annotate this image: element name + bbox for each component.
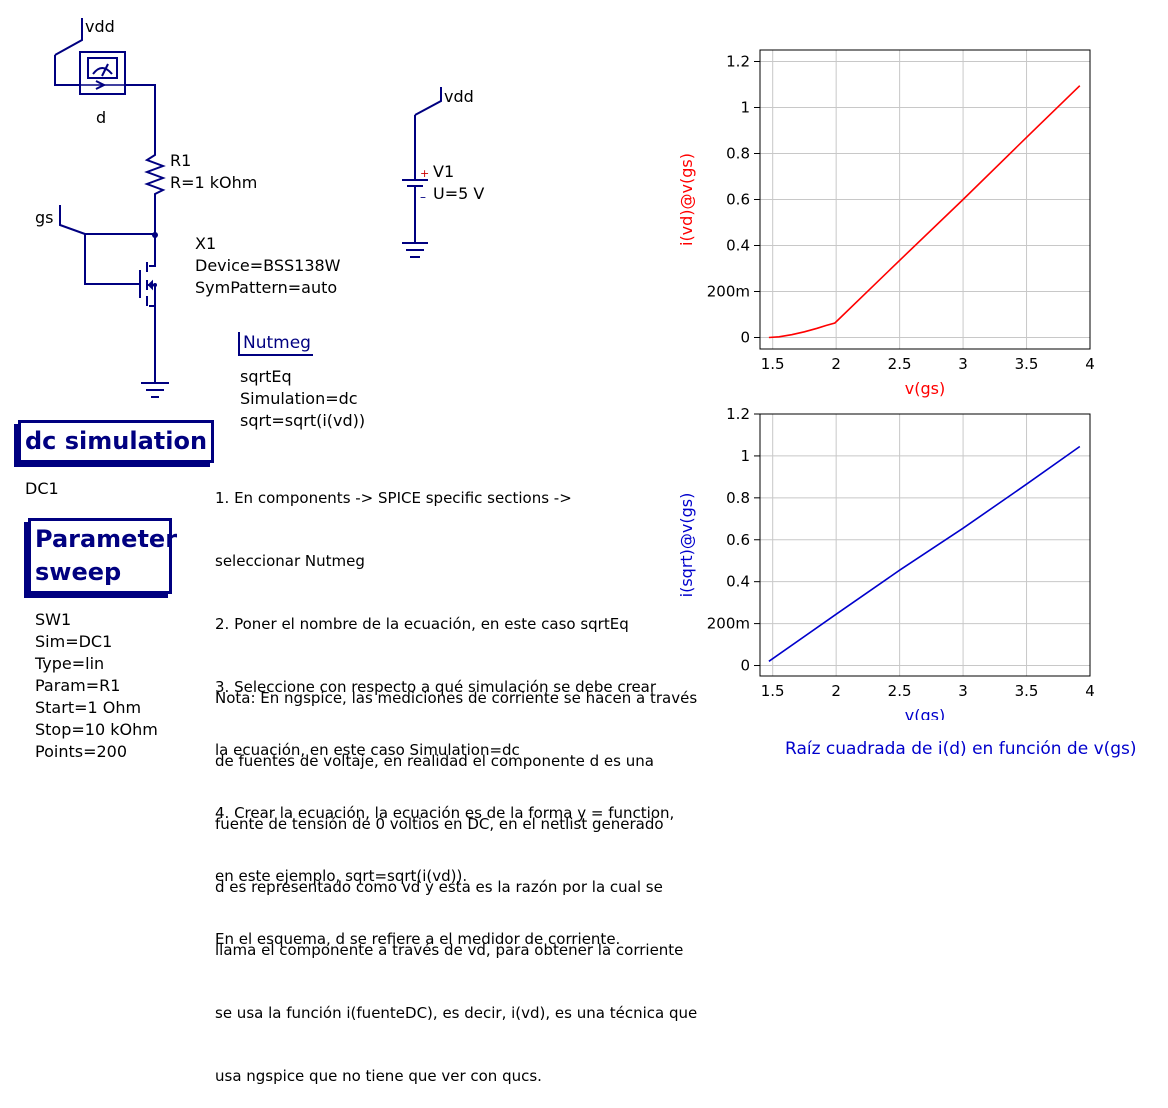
y-tick-label: 1: [740, 447, 750, 465]
plot-frame: [759, 413, 1091, 677]
note: Nota: En ngspice, las mediciones de corr…: [215, 646, 697, 1108]
nutmeg-line-0: sqrtEq: [240, 367, 292, 386]
chart-bottom: 1.5 2 2.5 3 3.5 4 0 200m 0.4 0.6 0.8 1 1.2 v(gs) i(sqr…: [677, 405, 1095, 720]
ground-symbol: [141, 382, 169, 398]
wire-ammeter-r1: [125, 84, 156, 145]
y-tick-label: 1.2: [726, 53, 750, 71]
x-axis-label: v(gs): [905, 379, 945, 398]
resistor-value: R=1 kOhm: [170, 173, 258, 192]
x-tick-label: 3.5: [1015, 355, 1039, 373]
nutmeg-line-2: sqrt=sqrt(i(vd)): [240, 411, 366, 430]
transistor-sympattern: SymPattern=auto: [195, 278, 338, 297]
vdd-source-label: vdd: [444, 87, 474, 106]
resistor-name: R1: [170, 151, 192, 170]
y-tick-label: 200m: [707, 283, 750, 301]
sweep-line-3: Param=R1: [35, 676, 121, 695]
chart-top: 1.5 2 2.5 3 3.5 4 0 200m 0.4 0.6 0.8 1 1.2 v(gs) i(vd)…: [677, 49, 1095, 398]
source-value: U=5 V: [433, 184, 485, 203]
plot-frame-border: [759, 413, 1091, 677]
instruction-line-1: seleccionar Nutmeg: [215, 552, 365, 570]
sweep-line-0: SW1: [35, 610, 72, 629]
y-axis-label: i(sqrt)@v(gs): [677, 493, 696, 598]
instruction-line-0: 1. En components -> SPICE specific secti…: [215, 489, 572, 507]
plot-frame-border: [759, 49, 1091, 350]
vdd-label-line: [54, 18, 83, 56]
sweep-line-1: Sim=DC1: [35, 632, 113, 651]
vdd-top-label: vdd: [85, 17, 115, 36]
x-tick-label: 3: [958, 682, 968, 700]
wire-gs-gate: [84, 233, 155, 285]
source-minus-sign: –: [420, 190, 426, 204]
sweep-line-4: Start=1 Ohm: [35, 698, 142, 717]
ammeter-label: d: [96, 108, 107, 127]
y-tick-label: 0.4: [726, 237, 750, 255]
y-tick-label: 0: [740, 329, 750, 347]
wire-vdd-ammeter: [54, 55, 80, 86]
x-tick-label: 2.5: [888, 355, 912, 373]
nutmeg-line-1: Simulation=dc: [240, 389, 358, 408]
instruction-line-3: 3. Seleccione con respecto a qué simulac…: [215, 678, 657, 696]
y-tick-label: 0.4: [726, 573, 750, 591]
instruction-line-4: la ecuación, en este caso Simulation=dc: [215, 741, 520, 759]
x-tick-label: 2: [831, 682, 841, 700]
note-line-4: llama el componente a través de vd, para…: [215, 941, 684, 959]
ammeter-box: [79, 51, 126, 95]
series-line: [768, 85, 1081, 339]
sweep-line-6: Points=200: [35, 742, 128, 761]
y-tick-label: 0.8: [726, 489, 750, 507]
x-tick-label: 1.5: [761, 355, 785, 373]
source-plus-sign: +: [420, 167, 429, 180]
nutmeg-title: Nutmeg: [238, 332, 313, 356]
series-line: [768, 445, 1081, 662]
mosfet-x1: [139, 235, 156, 383]
sweep-line-5: Stop=10 kOhm: [35, 720, 158, 739]
x-tick-label: 3.5: [1015, 682, 1039, 700]
parameter-sweep-title-2: sweep: [35, 558, 122, 586]
note-line-2: fuente de tensión de 0 voltios en DC, en…: [215, 815, 664, 833]
instruction-line-2: 2. Poner el nombre de la ecuación, en es…: [215, 615, 629, 633]
y-tick-label: 200m: [707, 615, 750, 633]
x-tick-label: 4: [1085, 355, 1095, 373]
x-tick-label: 3: [958, 355, 968, 373]
x-axis-label: v(gs): [905, 706, 945, 720]
y-tick-label: 1.2: [726, 405, 750, 423]
gs-label: gs: [35, 208, 54, 227]
x-tick-label: 4: [1085, 682, 1095, 700]
x-tick-label: 2: [831, 355, 841, 373]
note-line-0: Nota: En ngspice, las mediciones de corr…: [215, 689, 698, 707]
parameter-sweep-box: Parameter sweep: [28, 518, 178, 594]
note-line-1: de fuentes de voltaje, en realidad el co…: [215, 752, 654, 770]
chart-caption: Raíz cuadrada de i(d) en función de v(gs…: [785, 739, 1137, 759]
y-tick-label: 0.8: [726, 145, 750, 163]
x-tick-label: 1.5: [761, 682, 785, 700]
schematic: + –: [54, 18, 442, 398]
vdd-source-label-line: [414, 87, 442, 116]
y-tick-label: 0.6: [726, 191, 750, 209]
gs-label-line: [59, 205, 86, 235]
parameter-sweep-title-1: Parameter: [35, 525, 178, 553]
note-line-5: se usa la función i(fuenteDC), es decir,…: [215, 1004, 698, 1022]
x-tick-label: 2.5: [888, 682, 912, 700]
dc-simulation-box: dc simulation: [18, 420, 215, 463]
dc-simulation-name: DC1: [25, 479, 59, 498]
transistor-device: Device=BSS138W: [195, 256, 341, 275]
voltage-source-v1: [402, 115, 428, 258]
note-line-3: d es representado como vd y esta es la r…: [215, 878, 663, 896]
resistor-r1: [144, 145, 166, 235]
y-tick-label: 0.6: [726, 531, 750, 549]
y-tick-label: 0: [740, 657, 750, 675]
y-axis-label: i(vd)@v(gs): [677, 153, 696, 246]
y-tick-label: 1: [740, 99, 750, 117]
note-line-6: usa ngspice que no tiene que ver con quc…: [215, 1067, 542, 1085]
sweep-line-2: Type=lin: [35, 654, 105, 673]
transistor-name: X1: [195, 234, 217, 253]
source-name: V1: [433, 162, 455, 181]
